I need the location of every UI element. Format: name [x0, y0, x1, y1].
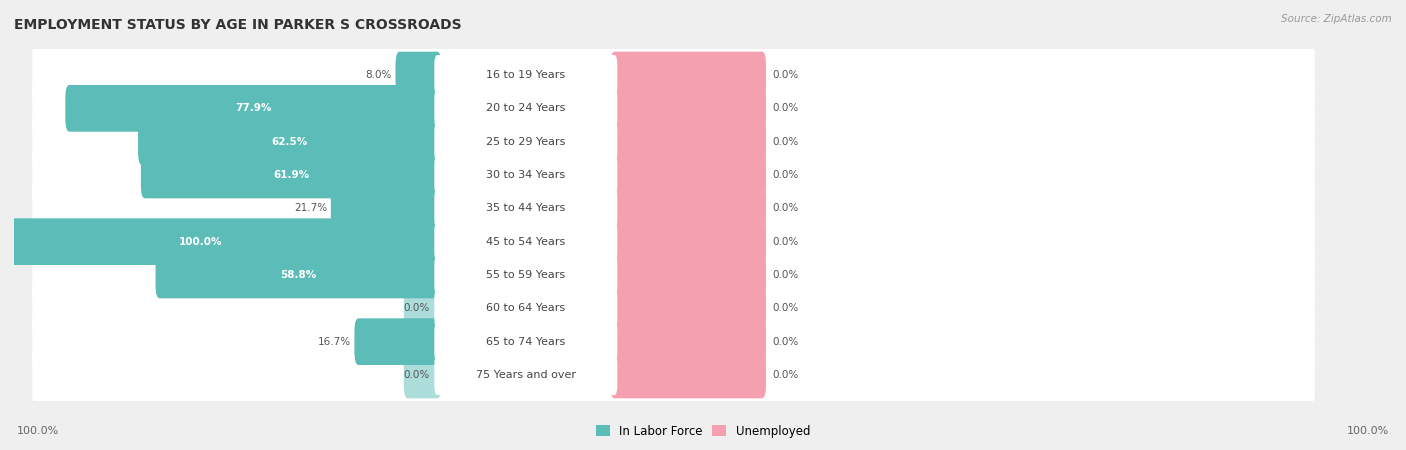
FancyBboxPatch shape	[610, 285, 766, 332]
Text: 35 to 44 Years: 35 to 44 Years	[486, 203, 565, 213]
FancyBboxPatch shape	[32, 49, 1315, 101]
Text: 0.0%: 0.0%	[772, 170, 799, 180]
FancyBboxPatch shape	[610, 351, 766, 398]
Text: 0.0%: 0.0%	[772, 370, 799, 380]
Text: 0.0%: 0.0%	[772, 237, 799, 247]
Text: 0.0%: 0.0%	[404, 303, 429, 313]
FancyBboxPatch shape	[32, 182, 1315, 234]
Text: 58.8%: 58.8%	[280, 270, 316, 280]
Text: Source: ZipAtlas.com: Source: ZipAtlas.com	[1281, 14, 1392, 23]
FancyBboxPatch shape	[395, 52, 441, 99]
Text: 65 to 74 Years: 65 to 74 Years	[486, 337, 565, 347]
FancyBboxPatch shape	[610, 152, 766, 198]
FancyBboxPatch shape	[32, 315, 1315, 368]
FancyBboxPatch shape	[610, 185, 766, 232]
Text: 60 to 64 Years: 60 to 64 Years	[486, 303, 565, 313]
Text: 45 to 54 Years: 45 to 54 Years	[486, 237, 565, 247]
Text: 0.0%: 0.0%	[772, 303, 799, 313]
FancyBboxPatch shape	[610, 118, 766, 165]
FancyBboxPatch shape	[434, 88, 617, 128]
Text: 25 to 29 Years: 25 to 29 Years	[486, 137, 565, 147]
FancyBboxPatch shape	[434, 55, 617, 95]
FancyBboxPatch shape	[32, 282, 1315, 334]
FancyBboxPatch shape	[610, 52, 766, 99]
FancyBboxPatch shape	[65, 85, 441, 132]
Legend: In Labor Force, Unemployed: In Labor Force, Unemployed	[591, 420, 815, 442]
FancyBboxPatch shape	[330, 185, 441, 232]
FancyBboxPatch shape	[610, 252, 766, 298]
Text: 8.0%: 8.0%	[366, 70, 392, 80]
Text: 0.0%: 0.0%	[404, 370, 429, 380]
FancyBboxPatch shape	[354, 318, 441, 365]
Text: 100.0%: 100.0%	[180, 237, 222, 247]
FancyBboxPatch shape	[434, 122, 617, 162]
FancyBboxPatch shape	[434, 189, 617, 228]
FancyBboxPatch shape	[610, 218, 766, 265]
Text: 75 Years and over: 75 Years and over	[475, 370, 576, 380]
FancyBboxPatch shape	[610, 85, 766, 132]
Text: 0.0%: 0.0%	[772, 203, 799, 213]
FancyBboxPatch shape	[32, 116, 1315, 168]
FancyBboxPatch shape	[434, 222, 617, 261]
Text: 100.0%: 100.0%	[17, 427, 59, 436]
Text: 62.5%: 62.5%	[271, 137, 308, 147]
Text: 21.7%: 21.7%	[294, 203, 326, 213]
FancyBboxPatch shape	[32, 149, 1315, 201]
Text: 0.0%: 0.0%	[772, 337, 799, 347]
FancyBboxPatch shape	[32, 249, 1315, 301]
FancyBboxPatch shape	[434, 155, 617, 195]
FancyBboxPatch shape	[0, 218, 441, 265]
Text: 77.9%: 77.9%	[235, 104, 271, 113]
Text: 55 to 59 Years: 55 to 59 Years	[486, 270, 565, 280]
Text: 30 to 34 Years: 30 to 34 Years	[486, 170, 565, 180]
Text: 0.0%: 0.0%	[772, 104, 799, 113]
FancyBboxPatch shape	[610, 318, 766, 365]
FancyBboxPatch shape	[32, 82, 1315, 135]
FancyBboxPatch shape	[434, 355, 617, 395]
Text: 16.7%: 16.7%	[318, 337, 350, 347]
FancyBboxPatch shape	[32, 349, 1315, 401]
FancyBboxPatch shape	[404, 351, 441, 398]
Text: 0.0%: 0.0%	[772, 70, 799, 80]
Text: 100.0%: 100.0%	[1347, 427, 1389, 436]
Text: 0.0%: 0.0%	[772, 270, 799, 280]
FancyBboxPatch shape	[404, 285, 441, 332]
FancyBboxPatch shape	[156, 252, 441, 298]
FancyBboxPatch shape	[434, 255, 617, 295]
Text: EMPLOYMENT STATUS BY AGE IN PARKER S CROSSROADS: EMPLOYMENT STATUS BY AGE IN PARKER S CRO…	[14, 18, 461, 32]
Text: 61.9%: 61.9%	[273, 170, 309, 180]
Text: 20 to 24 Years: 20 to 24 Years	[486, 104, 565, 113]
FancyBboxPatch shape	[434, 322, 617, 362]
Text: 0.0%: 0.0%	[772, 137, 799, 147]
FancyBboxPatch shape	[141, 152, 441, 198]
FancyBboxPatch shape	[434, 288, 617, 328]
Text: 16 to 19 Years: 16 to 19 Years	[486, 70, 565, 80]
FancyBboxPatch shape	[138, 118, 441, 165]
FancyBboxPatch shape	[32, 216, 1315, 268]
